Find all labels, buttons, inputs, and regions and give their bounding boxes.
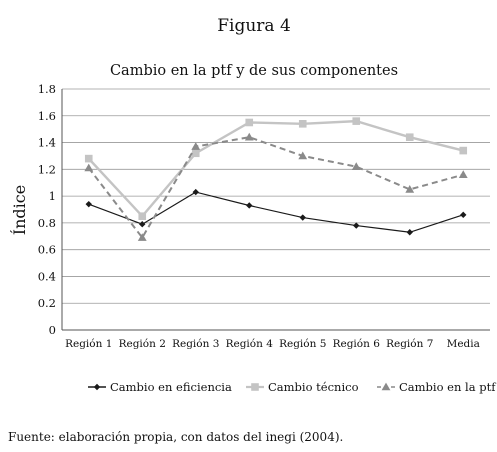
- data-point: [245, 118, 254, 127]
- x-tick-label: Región 1: [65, 338, 112, 350]
- data-point: [459, 146, 468, 155]
- series-group: [84, 117, 468, 241]
- data-point: [458, 170, 468, 178]
- chart-title: Cambio en la ptf y de sus componentes: [110, 63, 398, 79]
- y-tick-label: 0.8: [38, 216, 56, 230]
- series-line: [87, 136, 464, 240]
- data-point: [84, 163, 94, 172]
- gridlines: [62, 88, 490, 304]
- legend-marker: [251, 383, 259, 391]
- x-tick-label: Región 2: [119, 338, 166, 350]
- x-tick-label: Región 6: [333, 338, 381, 350]
- y-tick-label: 0.6: [38, 243, 56, 257]
- x-tick-label: Región 5: [279, 338, 326, 350]
- y-tick-label: 0.2: [38, 296, 56, 310]
- legend-entry: Cambio técnico: [246, 380, 359, 394]
- data-point: [244, 132, 254, 141]
- y-tick-label: 1.4: [38, 136, 56, 150]
- legend-marker: [93, 383, 101, 391]
- y-tick-label: 0.4: [38, 269, 56, 283]
- data-point: [139, 221, 146, 228]
- data-point: [298, 151, 308, 160]
- series-line: [87, 119, 464, 219]
- legend-label: Cambio en la ptf: [399, 380, 496, 394]
- data-point: [353, 222, 360, 229]
- data-point: [405, 133, 414, 141]
- data-point: [298, 120, 307, 128]
- series-line: [88, 191, 464, 233]
- series-0: [85, 188, 467, 236]
- legend-marker: [381, 382, 391, 391]
- x-tick-label: Media: [447, 338, 480, 350]
- x-tick-label: Región 4: [226, 338, 274, 350]
- legend-entry: Cambio en eficiencia: [88, 380, 232, 394]
- legend: Cambio en eficiencia Cambio técnico Cambio…: [88, 380, 496, 394]
- data-point: [406, 229, 413, 236]
- data-point: [192, 188, 199, 196]
- data-point: [84, 154, 93, 163]
- data-point: [352, 117, 361, 125]
- legend-entry: Cambio en la ptf: [377, 380, 496, 394]
- x-tick-label: Región 7: [386, 338, 433, 350]
- axes: [61, 89, 490, 331]
- y-tick-label: 1.2: [38, 162, 56, 176]
- data-point: [137, 233, 147, 241]
- x-tick-labels: Región 1 Región 2 Región 3 Región 4 Región 5…: [65, 338, 480, 350]
- data-point: [460, 211, 467, 219]
- y-tick-label: 0: [49, 323, 56, 337]
- series-2: [84, 132, 468, 241]
- data-point: [405, 185, 415, 193]
- data-point: [351, 162, 361, 170]
- y-tick-labels: 0 0.2 0.4 0.6 0.8 1 1.2 1.4 1.6 1.8: [38, 82, 56, 337]
- y-axis-label: Índice: [9, 185, 29, 235]
- y-tick-label: 1.6: [38, 109, 56, 123]
- x-tick-label: Región 3: [172, 338, 219, 350]
- data-point: [138, 212, 147, 220]
- data-point: [299, 214, 306, 221]
- data-point: [191, 142, 201, 150]
- legend-label: Cambio en eficiencia: [110, 380, 232, 394]
- series-1: [84, 117, 468, 220]
- legend-label: Cambio técnico: [268, 380, 359, 394]
- data-point: [85, 200, 92, 208]
- data-point: [191, 149, 200, 158]
- source-note: Fuente: elaboración propia, con datos de…: [8, 430, 343, 444]
- y-tick-label: 1.8: [38, 82, 56, 96]
- data-point: [246, 202, 253, 209]
- y-tick-label: 1: [49, 189, 56, 203]
- figure-label: Figura 4: [217, 16, 291, 36]
